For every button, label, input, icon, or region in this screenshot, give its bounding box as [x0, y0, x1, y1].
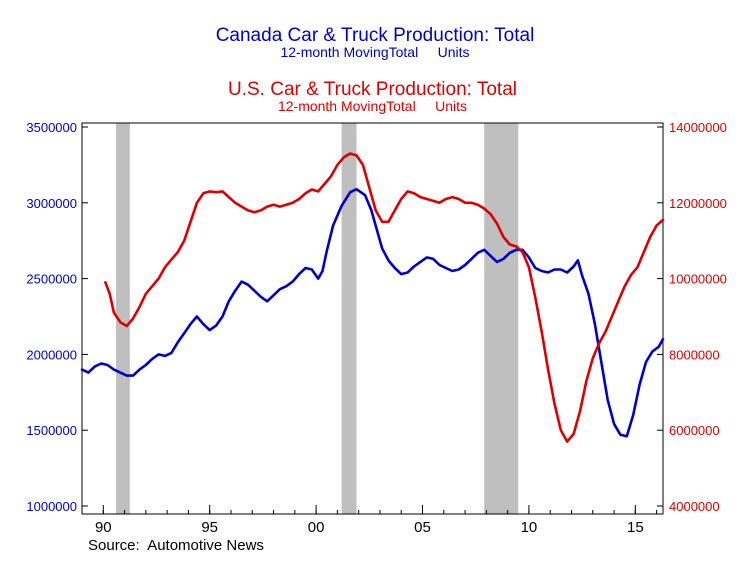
us-subtitle: 12-month MovingTotal Units [277, 98, 468, 114]
left-axis-tick-label: 3500000 [26, 120, 77, 135]
left-axis-tick-label: 3000000 [26, 196, 77, 211]
left-axis-tick-label: 1500000 [26, 423, 77, 438]
x-axis-tick-label: 00 [308, 519, 325, 536]
left-axis-tick-label: 1000000 [26, 499, 77, 514]
right-axis-tick-label: 12000000 [669, 196, 727, 211]
recession-band-3 [484, 123, 519, 514]
source-note: Source: Automotive News [88, 537, 264, 554]
x-axis-tick-label: 15 [627, 519, 644, 536]
right-axis-tick-label: 4000000 [669, 499, 720, 514]
x-axis-tick-label: 05 [414, 519, 431, 536]
recession-band-2 [341, 123, 357, 514]
left-axis-tick-label: 2500000 [26, 272, 77, 287]
x-axis-tick-label: 10 [521, 519, 538, 536]
canada-series-line [80, 187, 665, 438]
right-axis-tick-label: 10000000 [669, 272, 727, 287]
recession-band-1 [116, 123, 130, 514]
left-axis-tick-label: 2000000 [26, 347, 77, 362]
right-axis-tick-label: 14000000 [669, 120, 727, 135]
x-axis-tick-label: 90 [95, 519, 112, 536]
plot-frame [81, 122, 664, 515]
us-series-line [104, 152, 665, 443]
right-axis-tick-label: 6000000 [669, 423, 720, 438]
canada-title: Canada Car & Truck Production: Total [215, 25, 535, 46]
x-axis-tick-label: 95 [201, 519, 218, 536]
canada-subtitle: 12-month MovingTotal Units [280, 44, 470, 60]
us-title: U.S. Car & Truck Production: Total [228, 79, 517, 100]
right-axis-tick-label: 8000000 [669, 347, 720, 362]
